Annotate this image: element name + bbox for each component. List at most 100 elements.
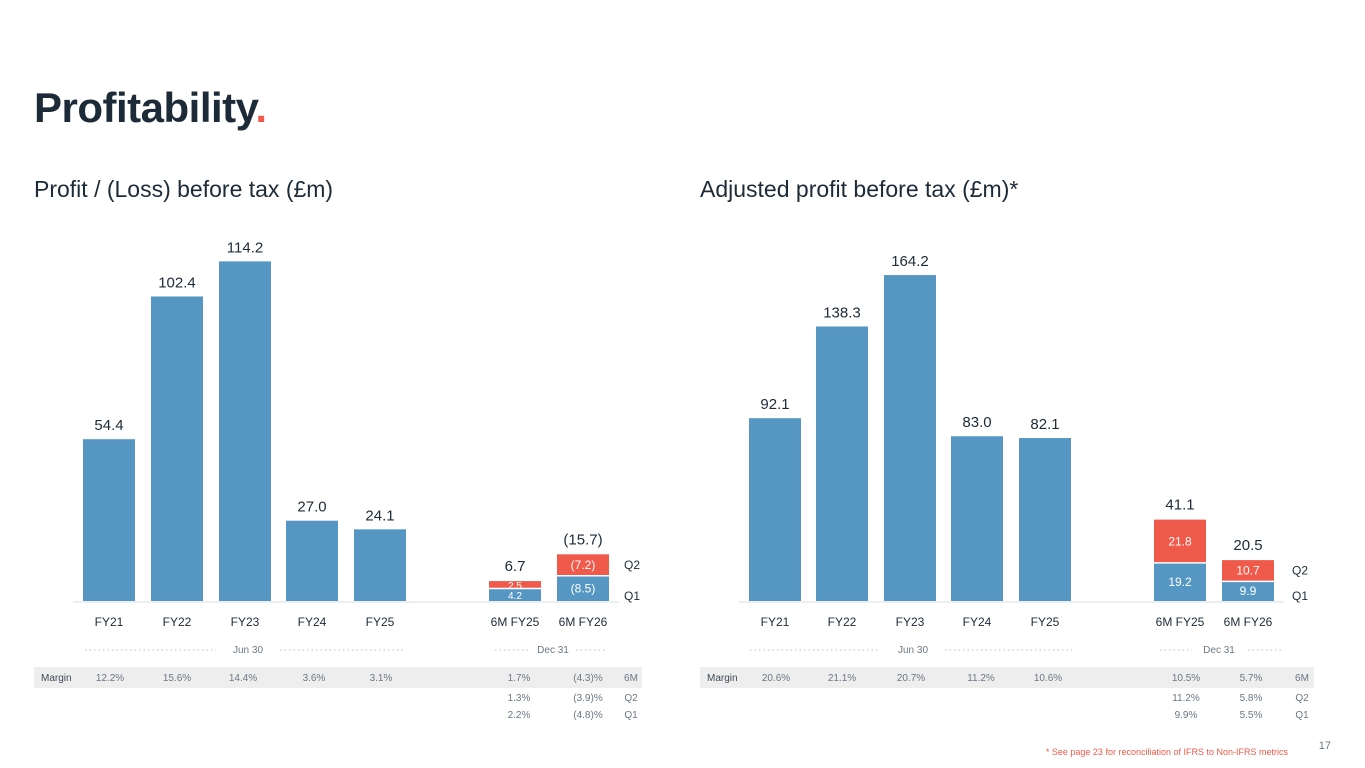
adj-margin-value: 11.2%	[1172, 693, 1200, 704]
adj-margin-row-label: Margin	[707, 673, 738, 684]
adj-bar	[749, 418, 801, 601]
adj-margin-value: 5.5%	[1240, 710, 1263, 721]
pbt-bar	[354, 529, 406, 601]
adj-x-tick: FY23	[896, 615, 925, 629]
adj-bar-q2	[1222, 560, 1274, 582]
adj-legend-q1: Q1	[1292, 589, 1308, 603]
pbt-q1-label: 4.2	[508, 591, 522, 602]
adj-bar	[951, 436, 1003, 601]
adj-margin-value: 5.7%	[1240, 673, 1263, 684]
adj-value-label: 92.1	[760, 396, 789, 413]
adj-x-tick: 6M FY26	[1224, 615, 1273, 629]
adj-x-tick: FY22	[828, 615, 857, 629]
adj-q2-label: 10.7	[1236, 564, 1260, 578]
pbt-margin-value: (3.9)%	[573, 693, 603, 704]
pbt-value-label: 6.7	[505, 558, 526, 575]
pbt-x-tick: 6M FY25	[491, 615, 540, 629]
pbt-period-label: Dec 31	[537, 645, 569, 656]
adj-value-label: 20.5	[1233, 537, 1262, 554]
adj-q1-label: 9.9	[1240, 584, 1257, 598]
adj-q2-label: 21.8	[1168, 534, 1192, 548]
adj-legend-q2: Q2	[1292, 564, 1308, 578]
adj-value-label: 41.1	[1165, 497, 1194, 514]
pbt-margin-row-label: Margin	[41, 673, 72, 684]
pbt-bar-q2	[557, 554, 609, 576]
adj-bar	[1019, 438, 1071, 601]
pbt-period-label: Jun 30	[233, 645, 263, 656]
chart-title-adjusted-pbt: Adjusted profit before tax (£m)*	[700, 176, 1019, 202]
adj-period-label: Dec 31	[1203, 645, 1235, 656]
pbt-bar-q2	[489, 581, 541, 589]
pbt-x-tick: FY24	[298, 615, 327, 629]
pbt-x-tick: FY21	[95, 615, 124, 629]
adj-value-label: 82.1	[1030, 416, 1059, 433]
pbt-margin-value: 15.6%	[163, 673, 191, 684]
adj-bar	[884, 275, 936, 601]
footnote: * See page 23 for reconciliation of IFRS…	[1045, 747, 1288, 757]
adj-x-tick: 6M FY25	[1156, 615, 1205, 629]
pbt-margin-tag: Q1	[624, 710, 638, 721]
pbt-margin-value: (4.3)%	[573, 673, 603, 684]
pbt-bar	[151, 296, 203, 601]
pbt-value-label: 114.2	[227, 239, 263, 256]
adj-margin-tag: Q2	[1295, 693, 1309, 704]
pbt-margin-value: 1.7%	[508, 673, 531, 684]
page-number: 17	[1318, 740, 1331, 752]
pbt-margin-value: 1.3%	[508, 693, 531, 704]
pbt-x-tick: 6M FY26	[559, 615, 608, 629]
pbt-bar	[83, 439, 135, 601]
adj-margin-value: 20.6%	[762, 673, 790, 684]
pbt-margin-value: 2.2%	[508, 710, 531, 721]
pbt-value-label: 27.0	[297, 499, 326, 516]
adj-margin-value: 21.1%	[828, 673, 856, 684]
adj-margin-value: 10.6%	[1034, 673, 1062, 684]
pbt-margin-tag: Q2	[624, 693, 638, 704]
pbt-margin-band	[34, 667, 642, 688]
pbt-legend-q1: Q1	[624, 589, 640, 603]
pbt-margin-value: 3.6%	[303, 673, 326, 684]
pbt-value-label: 24.1	[365, 507, 394, 524]
pbt-x-tick: FY22	[163, 615, 192, 629]
pbt-margin-value: 14.4%	[229, 673, 257, 684]
adj-margin-value: 5.8%	[1240, 693, 1263, 704]
pbt-q1-label: (8.5)	[571, 581, 596, 595]
adj-x-tick: FY21	[761, 615, 790, 629]
adj-margin-value: 11.2%	[967, 673, 995, 684]
adj-value-label: 83.0	[962, 414, 991, 431]
adj-bar	[816, 326, 868, 601]
adj-period-label: Jun 30	[898, 645, 928, 656]
adj-margin-value: 9.9%	[1175, 710, 1198, 721]
adj-margin-value: 10.5%	[1172, 673, 1200, 684]
pbt-value-label: 102.4	[158, 274, 196, 291]
adj-x-tick: FY24	[963, 615, 992, 629]
pbt-margin-tag: 6M	[624, 673, 638, 684]
pbt-bar-q1	[557, 575, 609, 601]
pbt-bar	[219, 261, 271, 601]
adj-margin-tag: Q1	[1295, 710, 1309, 721]
adj-value-label: 138.3	[823, 304, 861, 321]
page-title: Profitability.	[34, 84, 267, 131]
adj-x-tick: FY25	[1031, 615, 1060, 629]
pbt-bar	[286, 520, 338, 601]
adj-bar-q2	[1154, 519, 1206, 563]
pbt-margin-value: 3.1%	[370, 673, 393, 684]
adj-value-label: 164.2	[891, 253, 929, 270]
chart-title-pbt: Profit / (Loss) before tax (£m)	[34, 176, 334, 202]
adj-bar-q1	[1154, 562, 1206, 601]
pbt-q2-label: 2.5	[508, 581, 522, 592]
pbt-x-tick: FY23	[231, 615, 260, 629]
pbt-value-label: (15.7)	[563, 531, 602, 548]
pbt-x-tick: FY25	[366, 615, 395, 629]
adj-margin-band	[700, 667, 1314, 688]
pbt-margin-value: (4.8)%	[573, 710, 603, 721]
pbt-chart: 54.4 FY21 102.4 FY22 114.2 FY23 27.0 FY24 24.1 FY…	[34, 239, 642, 721]
pbt-legend-q2: Q2	[624, 558, 640, 572]
pbt-q2-label: (7.2)	[571, 558, 596, 572]
adj-margin-value: 20.7%	[897, 673, 925, 684]
adj-q1-label: 19.2	[1168, 575, 1192, 589]
pbt-margin-value: 12.2%	[96, 673, 124, 684]
adj-bar-q1	[1222, 581, 1274, 601]
adj-margin-tag: 6M	[1295, 673, 1309, 684]
pbt-bar-q1	[489, 588, 541, 601]
